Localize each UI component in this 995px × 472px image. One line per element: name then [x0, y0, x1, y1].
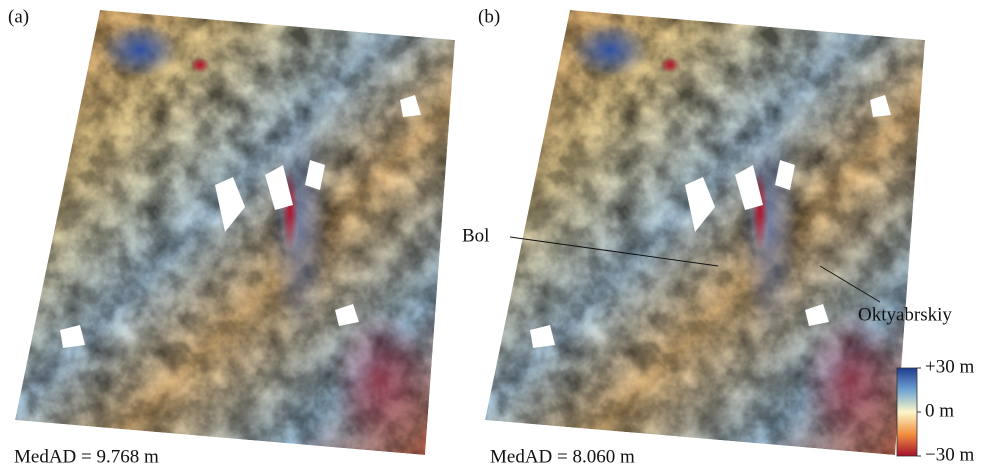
map-b: [485, 10, 925, 455]
panel-caption: MedAD = 9.768 m: [14, 446, 159, 467]
annotation: Bol: [462, 225, 489, 246]
figure: (a) (b) MedAD = 9.768 m MedAD = 8.060 m …: [0, 0, 995, 472]
colorbar-tick-label: −30 m: [925, 444, 974, 465]
colorbar: [897, 368, 917, 456]
panel-caption: MedAD = 8.060 m: [490, 446, 635, 467]
panel-label: (b): [478, 6, 500, 27]
map-a: [15, 10, 455, 455]
colorbar-tick-label: 0 m: [925, 400, 954, 421]
colorbar-tick-label: +30 m: [925, 356, 974, 377]
annotation: Oktyabrskiy: [858, 304, 952, 325]
panel-label: (a): [8, 6, 29, 27]
